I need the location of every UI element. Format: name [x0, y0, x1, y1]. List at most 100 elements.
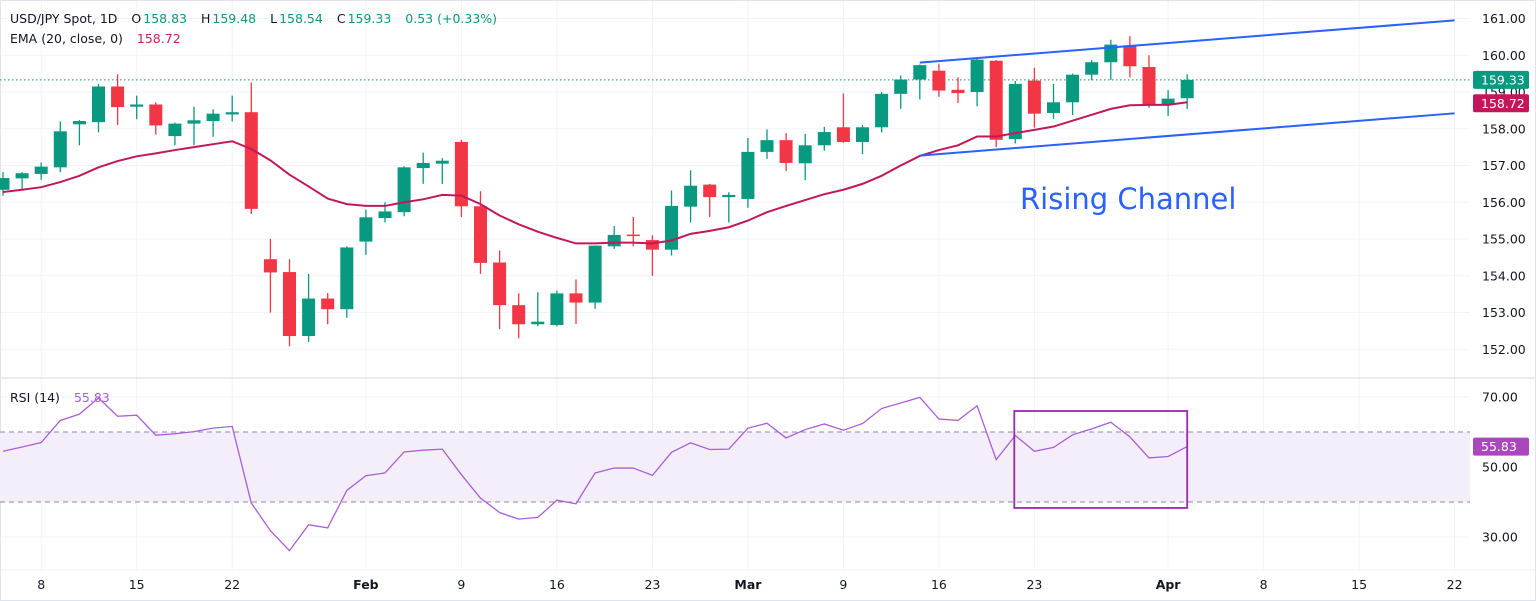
candle [626, 216, 640, 247]
candle-body [1142, 67, 1156, 105]
symbol-title[interactable]: USD/JPY Spot, 1D [10, 11, 118, 26]
candle [588, 245, 602, 309]
candle [665, 190, 678, 256]
candle-body [665, 205, 678, 250]
candle-body [722, 194, 736, 198]
rsi-value: 55.83 [73, 390, 110, 405]
candle-body [951, 89, 965, 94]
low-value: 158.54 [279, 11, 323, 26]
candle-body [15, 173, 29, 179]
candle [1085, 60, 1099, 81]
candle-body [856, 127, 869, 142]
open-value: 158.83 [143, 11, 187, 26]
time-axis-label: Feb [353, 577, 379, 592]
ema-line [2, 101, 1188, 245]
candle [263, 239, 277, 313]
candle [1066, 73, 1080, 116]
rsi-legend: RSI (14) 55.83 [10, 390, 112, 405]
channel-lower-line [919, 112, 1455, 157]
last-price-tag-text: 159.33 [1481, 72, 1525, 87]
candle [187, 106, 201, 146]
rsi-value-tag: 55.83 [1473, 437, 1529, 456]
candle [779, 133, 793, 172]
high-value: 159.48 [212, 11, 257, 26]
candle [550, 290, 564, 327]
candle-body [1047, 102, 1060, 113]
rsi-value-tag-text: 55.83 [1481, 439, 1517, 454]
rsi-highlight-box [1013, 410, 1189, 509]
open-label: O [131, 11, 142, 26]
price-axis-label: 161.00 [1482, 11, 1526, 26]
candle [416, 152, 430, 184]
time-axis-label: 16 [549, 577, 565, 592]
candle-body [111, 86, 125, 108]
candle-body [913, 65, 927, 80]
candle-body [1161, 98, 1175, 105]
candle-body [989, 60, 1003, 140]
ema-value: 158.72 [136, 31, 181, 46]
candle [15, 172, 29, 191]
candle-body [550, 293, 564, 325]
change-value: 0.53 (+0.33%) [405, 11, 498, 26]
rsi-label[interactable]: RSI (14) [10, 390, 60, 405]
time-axis-label: 15 [1351, 577, 1367, 592]
time-axis-label: 23 [1026, 577, 1042, 592]
candle [340, 246, 354, 318]
time-axis-label: 15 [129, 577, 145, 592]
ema-price-tag: 158.72 [1473, 94, 1529, 113]
candle [1123, 36, 1137, 78]
candle-body [359, 217, 373, 242]
candle-body [970, 59, 984, 92]
candle [894, 75, 908, 109]
candle-body [645, 240, 659, 250]
time-axis-label: 8 [37, 577, 45, 592]
time-axis-label: 23 [644, 577, 660, 592]
candle-body [817, 132, 831, 146]
candle-body [894, 79, 908, 94]
candle-body [588, 245, 602, 303]
candle-body [130, 104, 144, 107]
ema-price-tag-bg [1473, 94, 1529, 113]
candle-body [875, 93, 889, 128]
candle-body [72, 121, 86, 125]
candle-body [703, 184, 717, 198]
candle-body [1066, 74, 1080, 103]
price-axis-label: 153.00 [1482, 305, 1526, 320]
candle [1104, 39, 1118, 80]
ema-legend: EMA (20, close, 0) 158.72 [10, 31, 183, 46]
candle [92, 83, 105, 133]
last-price-tag: 159.33 [1473, 70, 1529, 89]
candle-body [932, 70, 946, 91]
candle [359, 209, 373, 255]
candle [989, 60, 1003, 148]
candle [168, 122, 182, 146]
candle [302, 273, 316, 342]
candle [836, 93, 850, 143]
low-label: L [270, 11, 278, 26]
rsi-axis-label: 50.00 [1482, 460, 1518, 475]
candle [741, 137, 755, 208]
candle-body [569, 293, 583, 303]
candle [913, 64, 927, 100]
candle-body [512, 305, 526, 325]
candle [34, 162, 48, 180]
time-axis-label: 16 [931, 577, 947, 592]
rsi-value-tag-bg [1473, 437, 1529, 456]
candle-body [187, 120, 201, 124]
rsi-line [2, 396, 1188, 552]
candle-body [225, 112, 239, 115]
candle [531, 292, 545, 327]
candle-body [149, 104, 163, 126]
time-axis-label: 8 [1260, 577, 1268, 592]
candle-body [263, 259, 277, 273]
candle-body [607, 234, 621, 247]
ema-label[interactable]: EMA (20, close, 0) [10, 31, 123, 46]
candle [798, 133, 812, 181]
close-label: C [336, 11, 346, 26]
candle-body [1085, 62, 1099, 75]
candle [684, 170, 698, 223]
price-axis-label: 157.00 [1482, 158, 1526, 173]
candle-body [340, 247, 354, 310]
